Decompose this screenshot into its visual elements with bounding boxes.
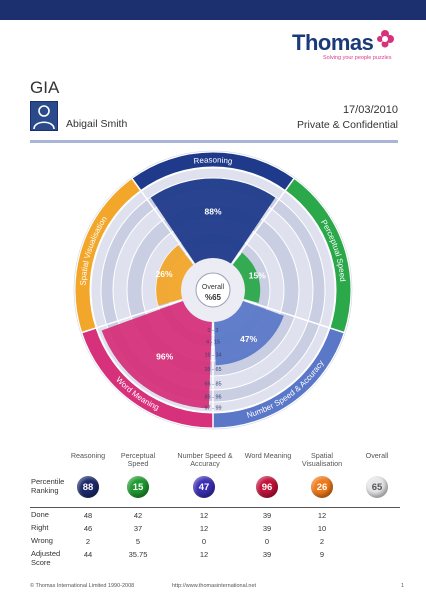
table-cell: 2 xyxy=(85,537,91,546)
person-icon xyxy=(33,105,55,130)
segment-name-0: Reasoning xyxy=(193,155,233,165)
percentile-circle-number-speed: 47 xyxy=(193,476,215,498)
percentile-circle-reasoning: 88 xyxy=(77,476,99,498)
col-header-spatial: Spatial Visualisation xyxy=(301,451,343,469)
logo-wordmark: Thomas xyxy=(292,30,374,55)
table-cell: 39 xyxy=(262,511,272,520)
thomas-logo: Thomas Solving your people puzzles xyxy=(292,30,404,66)
table-cell: 12 xyxy=(317,511,327,520)
overall-center xyxy=(195,272,231,308)
table-cell: 12 xyxy=(199,511,209,520)
row-label-done: Done xyxy=(31,510,49,519)
score-wedge-3 xyxy=(101,300,212,409)
table-cell: 0 xyxy=(201,537,207,546)
segment-divider-1 xyxy=(232,177,295,263)
footer-url[interactable]: http://www.thomasinternational.net xyxy=(172,583,257,589)
table-cell: 0 xyxy=(264,537,270,546)
table-cell: 10 xyxy=(317,524,327,533)
band-label-0: 0 - 3 xyxy=(207,328,218,334)
score-label-0: 88% xyxy=(204,206,221,216)
segment-name-text-0: Reasoning xyxy=(193,155,233,165)
score-label-1: 15% xyxy=(249,271,266,281)
percentile-circle-spatial: 26 xyxy=(311,476,333,498)
band-label-5: 86 - 96 xyxy=(204,395,221,401)
segment-divider-4 xyxy=(81,299,181,334)
report-title: GIA xyxy=(30,78,60,97)
band-label-4: 66 - 85 xyxy=(204,382,221,388)
percentile-circle-overall: 65 xyxy=(366,476,388,498)
table-cell: 44 xyxy=(83,550,93,559)
row-label-adjusted-score: Adjusted Score xyxy=(31,549,61,567)
segment-divider-2 xyxy=(245,299,345,334)
col-header-reasoning: Reasoning xyxy=(70,451,106,460)
table-cell: 37 xyxy=(133,524,143,533)
candidate-name: Abigail Smith xyxy=(66,118,128,130)
col-header-overall: Overall xyxy=(365,451,389,460)
segment-divider-0 xyxy=(131,177,194,263)
score-wedge-0 xyxy=(150,178,276,264)
confidentiality-note: Private & Confidential xyxy=(297,119,398,131)
table-cell: 46 xyxy=(83,524,93,533)
table-cell: 5 xyxy=(135,537,141,546)
row-label-wrong: Wrong xyxy=(31,536,53,545)
footer-copyright: © Thomas International Limited 1990-2008 xyxy=(30,583,135,589)
logo-tagline: Solving your people puzzles xyxy=(323,55,392,61)
avatar xyxy=(30,101,58,131)
score-label-4: 26% xyxy=(156,269,173,279)
table-cell: 39 xyxy=(262,524,272,533)
overall-value: %65 xyxy=(205,293,222,302)
score-wedge-4 xyxy=(156,245,194,306)
score-wedge-2 xyxy=(214,300,284,366)
band-label-1: 4 - 15 xyxy=(206,340,220,346)
percentile-ranking-label: Percentile Ranking xyxy=(31,477,65,495)
col-header-perceptual-speed: Perceptual Speed xyxy=(120,451,156,469)
table-cell: 9 xyxy=(319,550,325,559)
row-label-right: Right xyxy=(31,523,49,532)
table-cell: 2 xyxy=(319,537,325,546)
score-wedge-1 xyxy=(232,252,261,304)
table-cell: 12 xyxy=(199,524,209,533)
overall-title: Overall xyxy=(202,284,225,291)
score-label-2: 47% xyxy=(240,334,257,344)
report-date: 17/03/2010 xyxy=(342,104,398,116)
percentile-circle-word-meaning: 96 xyxy=(256,476,278,498)
table-cell: 42 xyxy=(133,511,143,520)
top-bar xyxy=(0,0,426,20)
band-label-6: 97 - 99 xyxy=(204,406,221,412)
puzzle-icon xyxy=(377,30,394,48)
col-header-number-speed: Number Speed & Accuracy xyxy=(177,451,233,469)
col-header-word-meaning: Word Meaning xyxy=(244,451,292,460)
header-divider xyxy=(30,140,398,143)
table-cell: 35.75 xyxy=(128,550,148,559)
table-divider xyxy=(30,507,400,508)
table-cell: 48 xyxy=(83,511,93,520)
band-label-2: 16 - 34 xyxy=(204,353,221,359)
table-cell: 12 xyxy=(199,550,209,559)
table-cell: 39 xyxy=(262,550,272,559)
band-label-3: 35 - 65 xyxy=(204,367,221,373)
percentile-circle-perceptual-speed: 15 xyxy=(127,476,149,498)
page-number: 1 xyxy=(400,583,404,589)
score-label-3: 96% xyxy=(156,352,173,362)
gia-wheel-chart: 88% 15% 47% 96% 26% 0 - 3 4 - 15 16 - 34 35 - 65… xyxy=(73,150,353,430)
